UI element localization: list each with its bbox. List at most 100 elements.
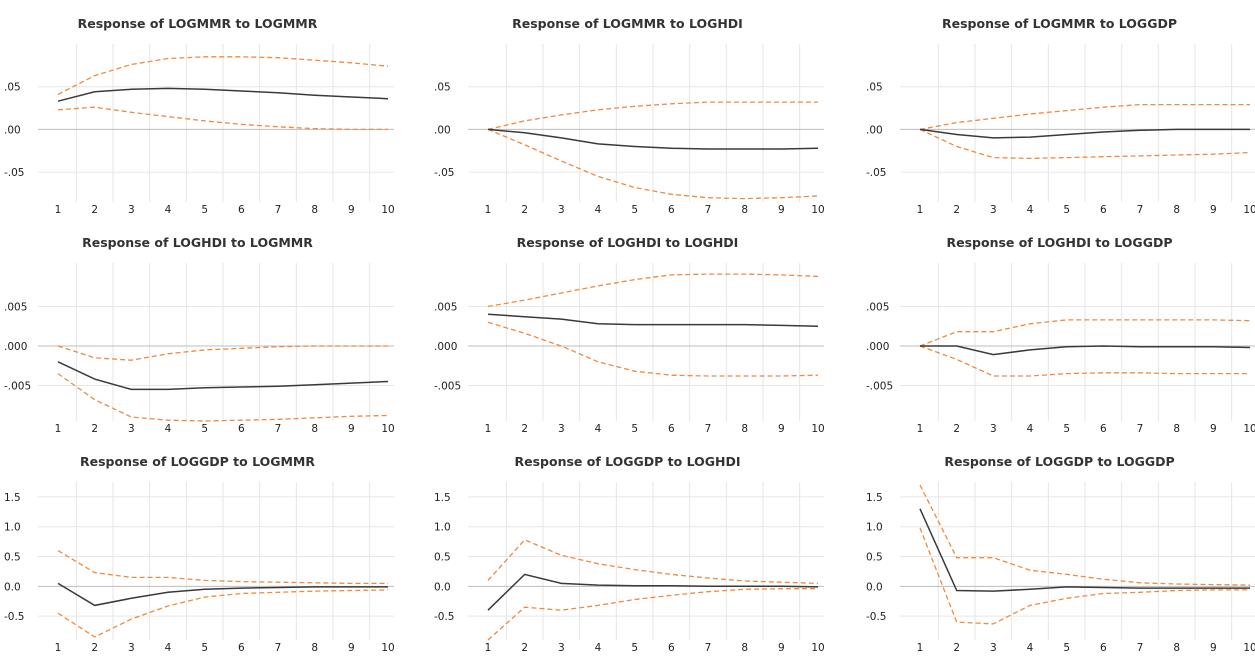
upper-confidence-band (487, 101, 818, 131)
chart-title: Response of LOGGDP to LOGGDP (944, 454, 1175, 469)
y-tick-label: 0.5 (434, 552, 451, 564)
x-tick-label: 5 (201, 423, 208, 435)
x-tick-label: 7 (705, 423, 712, 435)
y-tick-label: -.05 (4, 167, 25, 179)
x-tick-label: 8 (741, 204, 748, 216)
x-tick-label: 1 (917, 204, 924, 216)
x-tick-label: 7 (705, 204, 712, 216)
upper-confidence-band (57, 550, 388, 585)
chart-plot: 1.5 1.0 0.5 0.0 -0.5 1 2 3 4 5 6 7 8 9 10 (4, 482, 395, 654)
x-tick-label: 2 (91, 642, 98, 654)
x-tick-label: 4 (165, 642, 172, 654)
x-tick-label: 1 (917, 642, 924, 654)
x-tick-label: 4 (1027, 423, 1034, 435)
chart-panel: Response of LOGHDI to LOGGDP .005 .000 -.00… (862, 219, 1255, 439)
y-tick-label: -.005 (434, 380, 461, 392)
response-line (57, 87, 389, 102)
response-line (487, 128, 819, 150)
chart-title: Response of LOGMMR to LOGMMR (77, 16, 318, 31)
chart-plot: .05 .00 -.05 1 2 3 4 5 6 7 8 9 10 (866, 44, 1255, 216)
x-tick-label: 3 (990, 642, 997, 654)
x-tick-label: 3 (558, 642, 565, 654)
y-tick-label: -0.5 (866, 611, 887, 623)
x-tick-label: 3 (990, 204, 997, 216)
x-tick-label: 6 (1100, 204, 1107, 216)
y-tick-label: .005 (4, 301, 27, 313)
x-tick-label: 5 (1063, 423, 1070, 435)
x-tick-label: 9 (778, 423, 785, 435)
response-line (487, 573, 819, 611)
x-tick-label: 3 (558, 423, 565, 435)
x-tick-label: 9 (1210, 423, 1217, 435)
upper-confidence-band (57, 56, 389, 95)
lower-confidence-band (919, 345, 1250, 377)
vertical-gridlines (75, 44, 371, 202)
x-tick-label: 6 (668, 642, 675, 654)
x-tick-label: 7 (275, 204, 282, 216)
x-tick-label: 1 (485, 423, 492, 435)
y-tick-label: -.005 (866, 380, 893, 392)
chart-panel: Response of LOGHDI to LOGHDI .005 .000 -.00… (430, 219, 825, 439)
y-tick-label: .005 (434, 301, 457, 313)
x-tick-label: 9 (348, 204, 355, 216)
chart-plot: .005 .000 -.005 1 2 3 4 5 6 7 8 9 10 (866, 263, 1255, 435)
x-tick-label: 8 (1173, 642, 1180, 654)
vertical-gridlines (505, 482, 801, 640)
x-tick-label: 4 (165, 204, 172, 216)
x-tick-label: 4 (595, 204, 602, 216)
x-tick-label: 1 (55, 423, 62, 435)
lower-confidence-band (57, 106, 388, 131)
x-tick-label: 3 (558, 204, 565, 216)
y-tick-label: -0.5 (4, 611, 25, 623)
y-tick-label: .05 (866, 82, 883, 94)
x-tick-label: 9 (1210, 642, 1217, 654)
lower-confidence-band (57, 589, 389, 638)
x-tick-label: 1 (485, 642, 492, 654)
x-tick-label: 2 (953, 642, 960, 654)
x-tick-label: 10 (381, 423, 394, 435)
y-tick-label: 1.0 (434, 522, 451, 534)
x-tick-label: 9 (778, 204, 785, 216)
chart-title: Response of LOGMMR to LOGHDI (512, 16, 743, 31)
x-tick-label: 3 (128, 642, 135, 654)
chart-panel: Response of LOGMMR to LOGMMR .05 .00 -.05 1 2… (0, 0, 395, 220)
x-tick-label: 10 (811, 642, 824, 654)
chart-title: Response of LOGGDP to LOGMMR (79, 454, 315, 469)
x-tick-label: 5 (631, 642, 638, 654)
x-tick-label: 2 (521, 204, 528, 216)
x-tick-label: 4 (595, 642, 602, 654)
upper-confidence-band (57, 345, 388, 361)
x-tick-label: 7 (275, 642, 282, 654)
chart-title: Response of LOGHDI to LOGHDI (516, 235, 739, 250)
chart-panel: Response of LOGMMR to LOGGDP .05 .00 -.05 1 2… (862, 0, 1255, 220)
x-tick-label: 9 (348, 642, 355, 654)
x-tick-label: 3 (990, 423, 997, 435)
y-tick-label: -.05 (866, 167, 887, 179)
x-tick-label: 10 (1243, 642, 1255, 654)
y-tick-label: -0.5 (434, 611, 455, 623)
x-tick-label: 1 (917, 423, 924, 435)
vertical-gridlines (75, 263, 371, 421)
chart-plot: 1.5 1.0 0.5 0.0 -0.5 1 2 3 4 5 6 7 8 9 10 (866, 482, 1255, 654)
chart-title: Response of LOGMMR to LOGGDP (941, 16, 1177, 31)
y-tick-label: -.05 (434, 167, 455, 179)
lower-confidence-band (487, 588, 818, 641)
lower-confidence-band (919, 128, 1251, 160)
y-tick-label: 1.5 (4, 492, 21, 504)
response-line (487, 313, 819, 327)
y-tick-label: 0.0 (434, 581, 451, 593)
x-tick-label: 9 (348, 423, 355, 435)
x-tick-label: 5 (1063, 204, 1070, 216)
upper-confidence-band (487, 539, 819, 585)
x-tick-label: 6 (668, 423, 675, 435)
chart-panel: Response of LOGGDP to LOGHDI 1.5 1.0 0.5 0.0… (430, 438, 825, 658)
vertical-gridlines (75, 482, 371, 640)
x-tick-label: 8 (1173, 423, 1180, 435)
y-tick-label: 1.0 (866, 522, 883, 534)
x-tick-label: 10 (811, 204, 824, 216)
x-tick-label: 10 (381, 642, 394, 654)
x-tick-label: 8 (311, 423, 318, 435)
x-tick-label: 8 (1173, 204, 1180, 216)
chart-plot: .005 .000 -.005 1 2 3 4 5 6 7 8 9 10 (4, 263, 395, 435)
